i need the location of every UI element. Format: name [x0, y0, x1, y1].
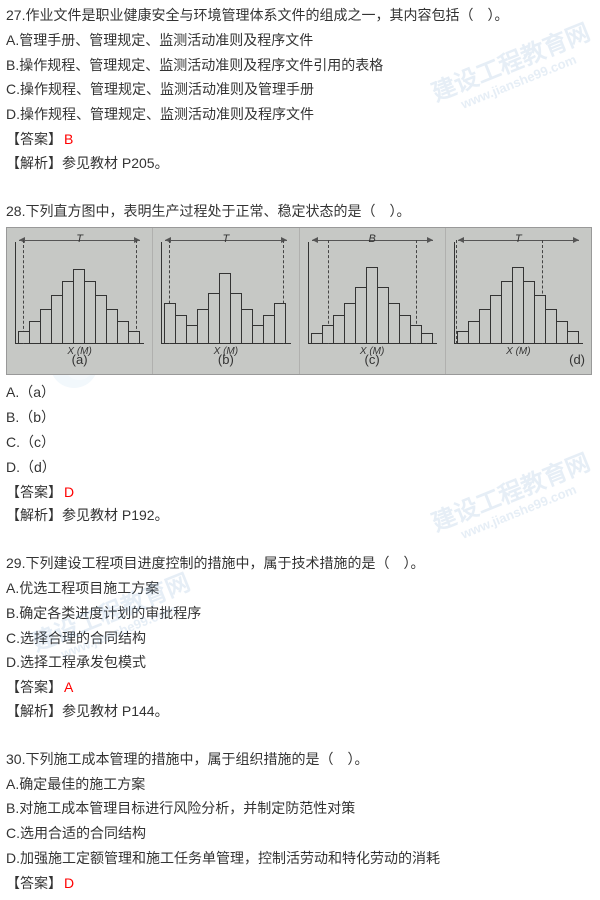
panel-b: T X (M) (b) [152, 228, 298, 374]
q28-explain: 【解析】参见教材 P192。 [6, 504, 594, 528]
q29-text: 29.下列建设工程项目进度控制的措施中，属于技术措施的是（ ）。 [6, 552, 594, 576]
q30-opt-a: A.确定最佳的施工方案 [6, 773, 594, 797]
q29-opt-b: B.确定各类进度计划的审批程序 [6, 602, 594, 626]
q27-explain: 【解析】参见教材 P205。 [6, 152, 594, 176]
q28-histograms: T X (M) (a) T X (M) (b) B X (M) (c) [6, 227, 592, 375]
q30-answer: 【答案】D [6, 872, 594, 896]
q27-answer: 【答案】B [6, 128, 594, 152]
q28-opt-b: B.（b） [6, 406, 594, 430]
q29-opt-a: A.优选工程项目施工方案 [6, 577, 594, 601]
q29-opt-d: D.选择工程承发包模式 [6, 651, 594, 675]
q28-text: 28.下列直方图中，表明生产过程处于正常、稳定状态的是（ ）。 [6, 200, 594, 224]
q27-text: 27.作业文件是职业健康安全与环境管理体系文件的组成之一，其内容包括（ ）。 [6, 4, 594, 28]
q27-opt-a: A.管理手册、管理规定、监测活动准则及程序文件 [6, 29, 594, 53]
q27-opt-b: B.操作规程、管理规定、监测活动准则及程序文件引用的表格 [6, 54, 594, 78]
q28-answer: 【答案】D [6, 481, 594, 505]
q28-opt-a: A.（a） [6, 381, 594, 405]
panel-d: T X (M) (d) [445, 228, 591, 374]
q27-opt-c: C.操作规程、管理规定、监测活动准则及管理手册 [6, 78, 594, 102]
panel-c: B X (M) (c) [299, 228, 445, 374]
q28-opt-d: D.（d） [6, 456, 594, 480]
q28-opt-c: C.（c） [6, 431, 594, 455]
q30-opt-c: C.选用合适的合同结构 [6, 822, 594, 846]
q29-explain: 【解析】参见教材 P144。 [6, 700, 594, 724]
panel-a: T X (M) (a) [7, 228, 152, 374]
q30-text: 30.下列施工成本管理的措施中，属于组织措施的是（ ）。 [6, 748, 594, 772]
q30-opt-d: D.加强施工定额管理和施工任务单管理，控制活劳动和特化劳动的消耗 [6, 847, 594, 871]
q30-opt-b: B.对施工成本管理目标进行风险分析，并制定防范性对策 [6, 797, 594, 821]
q29-opt-c: C.选择合理的合同结构 [6, 627, 594, 651]
q29-answer: 【答案】A [6, 676, 594, 700]
q27-opt-d: D.操作规程、管理规定、监测活动准则及程序文件 [6, 103, 594, 127]
